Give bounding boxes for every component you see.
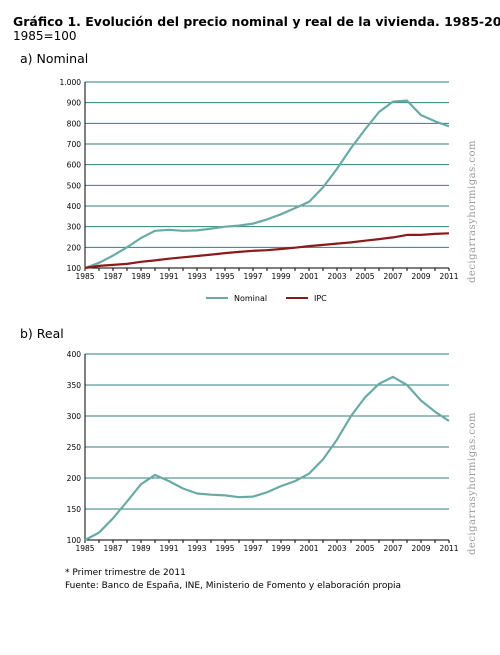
y-tick-label: 700: [67, 140, 82, 149]
y-tick-label: 300: [67, 223, 82, 232]
x-tick-label: 2009: [411, 272, 430, 281]
watermark-bottom: decigarrasyhormigas.com: [467, 412, 478, 555]
y-tick-label: 100: [67, 264, 82, 273]
x-tick-label: 1987: [103, 544, 122, 553]
footnote-note: * Primer trimestre de 2011: [65, 568, 186, 578]
x-tick-label: 1999: [271, 544, 290, 553]
x-tick-label: 2011: [439, 272, 458, 281]
x-tick-label: 1993: [187, 272, 206, 281]
y-tick-label: 200: [67, 243, 82, 252]
x-tick-label: 1999: [271, 272, 290, 281]
x-tick-label: 2007: [383, 544, 402, 553]
x-tick-label: 1989: [131, 272, 150, 281]
x-tick-label: 2003: [327, 272, 346, 281]
y-tick-label: 1.000: [60, 78, 82, 87]
series-line-nominal: [84, 99, 450, 270]
legend-label-ipc: IPC: [314, 294, 327, 303]
panel-b-label: b) Real: [20, 326, 64, 341]
y-tick-label: 800: [67, 119, 82, 128]
chart-title: Gráfico 1. Evolución del precio nominal …: [13, 14, 500, 29]
x-tick-label: 1985: [75, 272, 94, 281]
x-tick-label: 2011: [439, 544, 458, 553]
y-tick-label: 300: [67, 412, 82, 421]
y-tick-label: 200: [67, 474, 82, 483]
x-tick-label: 1991: [159, 272, 178, 281]
x-tick-label: 1997: [243, 272, 262, 281]
x-tick-label: 2005: [355, 544, 374, 553]
y-tick-label: 400: [67, 350, 82, 359]
y-tick-label: 100: [67, 536, 82, 545]
y-tick-label: 600: [67, 161, 82, 170]
legend-label-nominal: Nominal: [234, 294, 267, 303]
series-line-ipc: [84, 232, 450, 270]
x-tick-label: 1995: [215, 544, 234, 553]
y-tick-label: 500: [67, 181, 82, 190]
watermark-top: decigarrasyhormigas.com: [467, 140, 478, 283]
nominal-chart: 100 200 300 400 500 600 700 800 900 1.000 1985 1987…: [60, 78, 459, 303]
series-line-real: [84, 375, 450, 541]
x-tick-label: 1993: [187, 544, 206, 553]
y-tick-label: 150: [67, 505, 82, 514]
x-tick-label: 1991: [159, 544, 178, 553]
x-tick-label: 1995: [215, 272, 234, 281]
x-tick-label: 2001: [299, 544, 318, 553]
y-tick-label: 350: [67, 381, 82, 390]
x-tick-label: 1997: [243, 544, 262, 553]
y-tick-label: 400: [67, 202, 82, 211]
x-tick-label: 2005: [355, 272, 374, 281]
footnote-source: Fuente: Banco de España, INE, Ministerio…: [65, 581, 402, 591]
x-tick-label: 2009: [411, 544, 430, 553]
panel-a-label: a) Nominal: [20, 51, 89, 66]
x-tick-label: 1989: [131, 544, 150, 553]
x-tick-label: 1985: [75, 544, 94, 553]
chart-subtitle: 1985=100: [13, 29, 77, 43]
x-tick-label: 2007: [383, 272, 402, 281]
y-tick-label: 900: [67, 99, 82, 108]
x-tick-label: 1987: [103, 272, 122, 281]
x-tick-label: 2003: [327, 544, 346, 553]
y-tick-label: 250: [67, 443, 82, 452]
x-tick-label: 2001: [299, 272, 318, 281]
